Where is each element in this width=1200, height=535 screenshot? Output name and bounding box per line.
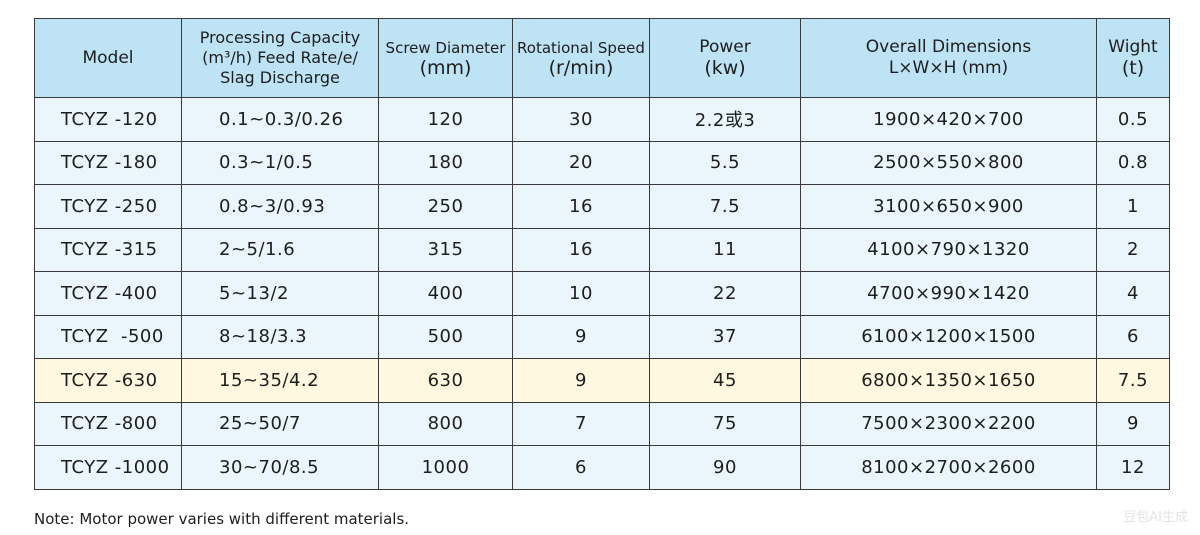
header-row: Model Processing Capacity (m³/h) Feed Ra… [34, 18, 1170, 98]
cell-dimensions: 7500×2300×2200 [800, 401, 1097, 446]
header-screw-line1: Screw Diameter [385, 39, 506, 57]
cell-model: TCYZ -1000 [34, 445, 182, 490]
cell-model: TCYZ -500 [34, 314, 182, 359]
cell-screw-diameter: 250 [378, 184, 513, 229]
cell-screw-diameter: 1000 [378, 445, 513, 490]
table-row: TCYZ -1000 30~70/8.5 1000 6 90 8100×2700… [34, 445, 1170, 490]
spec-table: Model Processing Capacity (m³/h) Feed Ra… [34, 18, 1170, 490]
header-screw-line2: (mm) [419, 57, 472, 79]
cell-dimensions: 6100×1200×1500 [800, 314, 1097, 359]
cell-power: 7.5 [649, 184, 801, 229]
header-weight-line1: Wight [1108, 37, 1158, 57]
cell-dimensions: 8100×2700×2600 [800, 445, 1097, 490]
header-capacity-line1: Processing Capacity [199, 28, 361, 47]
header-capacity-line3: Slag Discharge [220, 68, 340, 87]
header-speed-line2: (r/min) [548, 57, 614, 79]
cell-screw-diameter: 120 [378, 97, 513, 142]
watermark: 豆包AI生成 [1123, 510, 1188, 525]
header-capacity: Processing Capacity (m³/h) Feed Rate/e/ … [181, 18, 379, 98]
cell-dimensions: 3100×650×900 [800, 184, 1097, 229]
cell-power: 90 [649, 445, 801, 490]
cell-screw-diameter: 500 [378, 314, 513, 359]
header-power-line1: Power [699, 37, 751, 57]
cell-capacity: 30~70/8.5 [181, 445, 379, 490]
cell-screw-diameter: 800 [378, 401, 513, 446]
cell-power: 22 [649, 271, 801, 316]
cell-weight: 12 [1096, 445, 1170, 490]
header-model-label: Model [82, 47, 134, 68]
header-capacity-line2: (m³/h) Feed Rate/e/ [202, 48, 358, 67]
header-power: Power (kw) [649, 18, 801, 98]
cell-weight: 0.8 [1096, 140, 1170, 185]
cell-rotational-speed: 20 [512, 140, 650, 185]
cell-rotational-speed: 7 [512, 401, 650, 446]
cell-rotational-speed: 16 [512, 227, 650, 272]
cell-weight: 0.5 [1096, 97, 1170, 142]
cell-weight: 1 [1096, 184, 1170, 229]
cell-capacity: 8~18/3.3 [181, 314, 379, 359]
table-row: TCYZ -250 0.8~3/0.93 250 16 7.5 3100×650… [34, 184, 1170, 229]
cell-model: TCYZ -180 [34, 140, 182, 185]
cell-capacity: 0.1~0.3/0.26 [181, 97, 379, 142]
cell-dimensions: 4100×790×1320 [800, 227, 1097, 272]
table-row: TCYZ -120 0.1~0.3/0.26 120 30 2.2或3 1900… [34, 97, 1170, 142]
header-rotational-speed: Rotational Speed (r/min) [512, 18, 650, 98]
cell-capacity: 2~5/1.6 [181, 227, 379, 272]
cell-weight: 6 [1096, 314, 1170, 359]
cell-model: TCYZ -250 [34, 184, 182, 229]
cell-power: 37 [649, 314, 801, 359]
header-dims-line1: Overall Dimensions [865, 37, 1032, 57]
header-model: Model [34, 18, 182, 98]
cell-capacity: 0.8~3/0.93 [181, 184, 379, 229]
header-overall-dimensions: Overall Dimensions L×W×H (mm) [800, 18, 1097, 98]
cell-weight: 2 [1096, 227, 1170, 272]
cell-model: TCYZ -400 [34, 271, 182, 316]
cell-weight: 4 [1096, 271, 1170, 316]
header-power-line2: (kw) [704, 57, 746, 79]
cell-capacity: 0.3~1/0.5 [181, 140, 379, 185]
cell-screw-diameter: 400 [378, 271, 513, 316]
header-speed-line1: Rotational Speed [517, 39, 645, 57]
header-screw-diameter: Screw Diameter (mm) [378, 18, 513, 98]
cell-rotational-speed: 10 [512, 271, 650, 316]
table-row: TCYZ -180 0.3~1/0.5 180 20 5.5 2500×550×… [34, 140, 1170, 185]
table-row: TCYZ -400 5~13/2 400 10 22 4700×990×1420… [34, 271, 1170, 316]
header-weight: Wight (t) [1096, 18, 1170, 98]
cell-model: TCYZ -120 [34, 97, 182, 142]
cell-screw-diameter: 315 [378, 227, 513, 272]
cell-power: 45 [649, 358, 801, 403]
cell-model: TCYZ -800 [34, 401, 182, 446]
cell-model: TCYZ -630 [34, 358, 182, 403]
cell-capacity: 15~35/4.2 [181, 358, 379, 403]
cell-power: 11 [649, 227, 801, 272]
cell-weight: 9 [1096, 401, 1170, 446]
cell-dimensions: 4700×990×1420 [800, 271, 1097, 316]
cell-capacity: 5~13/2 [181, 271, 379, 316]
cell-weight: 7.5 [1096, 358, 1170, 403]
cell-screw-diameter: 630 [378, 358, 513, 403]
cell-rotational-speed: 30 [512, 97, 650, 142]
cell-power: 75 [649, 401, 801, 446]
cell-dimensions: 1900×420×700 [800, 97, 1097, 142]
table-row: TCYZ -800 25~50/7 800 7 75 7500×2300×220… [34, 401, 1170, 446]
table-row-highlighted: TCYZ -630 15~35/4.2 630 9 45 6800×1350×1… [34, 358, 1170, 403]
cell-capacity: 25~50/7 [181, 401, 379, 446]
footnote: Note: Motor power varies with different … [34, 510, 410, 528]
table-row: TCYZ -500 8~18/3.3 500 9 37 6100×1200×15… [34, 314, 1170, 359]
cell-rotational-speed: 9 [512, 314, 650, 359]
cell-rotational-speed: 16 [512, 184, 650, 229]
cell-rotational-speed: 9 [512, 358, 650, 403]
header-weight-line2: (t) [1121, 57, 1145, 79]
header-dims-line2: L×W×H (mm) [888, 58, 1009, 78]
cell-screw-diameter: 180 [378, 140, 513, 185]
cell-power: 5.5 [649, 140, 801, 185]
cell-power: 2.2或3 [649, 97, 801, 142]
cell-model: TCYZ -315 [34, 227, 182, 272]
table-row: TCYZ -315 2~5/1.6 315 16 11 4100×790×132… [34, 227, 1170, 272]
cell-dimensions: 6800×1350×1650 [800, 358, 1097, 403]
cell-dimensions: 2500×550×800 [800, 140, 1097, 185]
cell-rotational-speed: 6 [512, 445, 650, 490]
